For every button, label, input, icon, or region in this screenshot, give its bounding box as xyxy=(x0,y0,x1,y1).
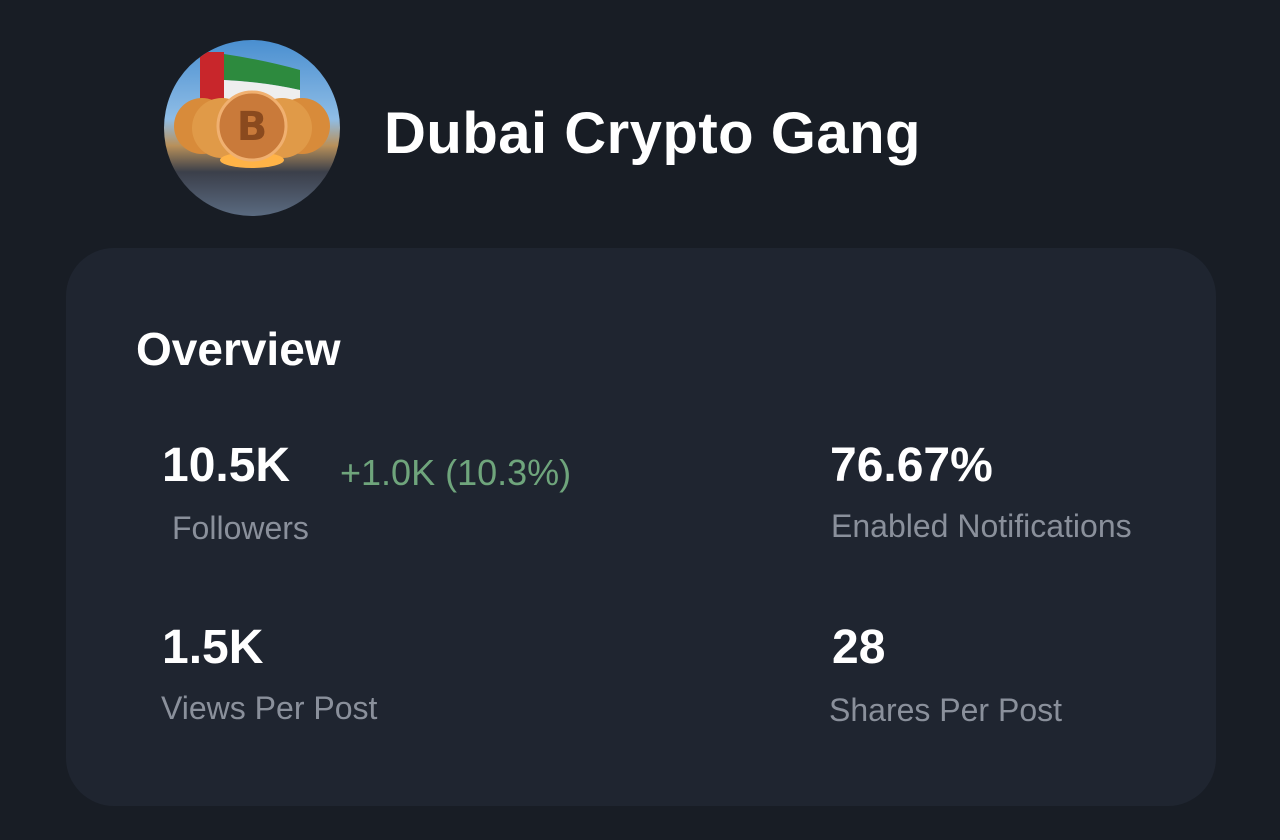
shares-per-post-value: 28 xyxy=(832,621,886,674)
channel-avatar[interactable]: B xyxy=(164,40,340,216)
overview-heading: Overview xyxy=(136,323,341,375)
followers-delta: +1.0K (10.3%) xyxy=(340,452,572,493)
overview-card xyxy=(66,248,1216,806)
channel-title: Dubai Crypto Gang xyxy=(384,101,921,166)
bitcoin-uae-flag-avatar-icon: B xyxy=(174,52,330,168)
notifications-value: 76.67% xyxy=(830,439,993,492)
shares-per-post-label: Shares Per Post xyxy=(829,692,1062,728)
svg-text:B: B xyxy=(237,104,268,150)
followers-value: 10.5K xyxy=(162,439,291,492)
notifications-label: Enabled Notifications xyxy=(831,508,1132,544)
views-per-post-value: 1.5K xyxy=(162,621,264,674)
views-per-post-label: Views Per Post xyxy=(161,690,378,726)
followers-label: Followers xyxy=(172,510,309,546)
